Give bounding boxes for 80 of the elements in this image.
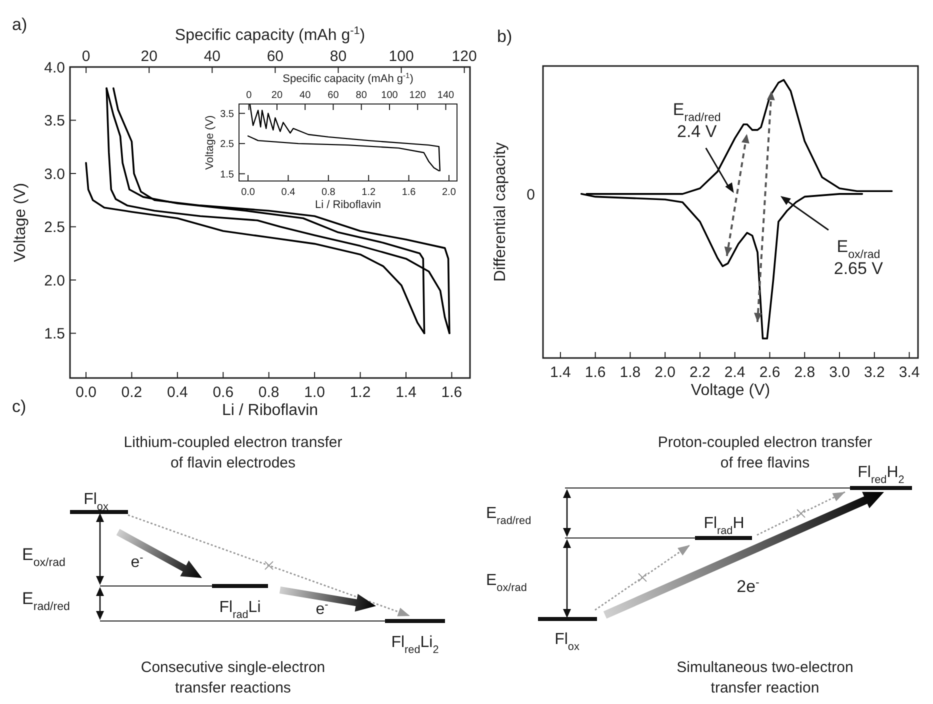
- x-tick-label: 2.8: [794, 364, 816, 381]
- text: e$^{-}$: [316, 599, 329, 618]
- text: Simultaneous two-electron transfer reaction: [676, 659, 854, 696]
- x-tick-label: 1.6: [402, 187, 416, 198]
- x-tick-label: 1.0: [304, 384, 325, 401]
- y-tick-label: 3.5: [220, 108, 234, 120]
- x-tick-label: 0.2: [121, 384, 142, 401]
- x-tick-label: 1.4: [396, 384, 416, 401]
- x2-tick-label: 20: [271, 90, 283, 101]
- x2-tick-label: 100: [388, 48, 414, 65]
- x2-axis-title: Specific capacity (mAh g$^{-1}$): [282, 70, 414, 85]
- x-tick-label: 2.0: [654, 364, 676, 381]
- x2-tick-label: 80: [330, 48, 347, 65]
- x2-tick-label: 60: [328, 90, 340, 101]
- x-axis-title: Voltage (V): [690, 382, 770, 399]
- y-tick-label: 4.0: [44, 59, 65, 76]
- x2-tick-label: 0: [246, 90, 252, 101]
- x-tick-label: 2.6: [759, 364, 780, 381]
- text: 2e$^{-}$: [736, 577, 760, 596]
- y-tick-label: 1.5: [44, 326, 65, 343]
- annotation: E$_{ox/rad}$ 2.65 V: [834, 237, 884, 278]
- x-tick-label: 1.6: [441, 384, 462, 401]
- y-tick-label: 2.5: [44, 219, 65, 236]
- x-tick-label: 0.8: [321, 187, 336, 198]
- x2-tick-label: 0: [82, 48, 90, 65]
- x-tick-label: 0.8: [258, 384, 280, 401]
- text: E$_{ox/rad}$: [22, 545, 66, 569]
- y-tick-label: 3.5: [44, 112, 65, 130]
- x2-axis-title: Specific capacity (mAh g$^{-1}$): [174, 25, 366, 44]
- x2-tick-label: 60: [266, 48, 284, 65]
- x2-tick-label: 40: [204, 48, 221, 65]
- y-axis-title: Differential capacity: [492, 142, 509, 282]
- text: Fl$_{red}$Li$_{2}$: [391, 634, 439, 656]
- x-tick-label: 1.6: [584, 364, 606, 381]
- x2-tick-label: 100: [381, 90, 398, 101]
- text: Fl$_{red}$H$_{2}$: [858, 464, 904, 486]
- text: E$_{rad/red}$: [486, 505, 532, 527]
- text: Fl$_{ox}$: [84, 491, 109, 513]
- x2-tick-label: 20: [140, 48, 158, 65]
- x2-tick-label: 120: [409, 90, 426, 101]
- x-tick-label: 0.0: [76, 384, 96, 401]
- x-axis-title: Li / Riboflavin: [222, 402, 318, 419]
- text: e$^{-}$: [130, 552, 144, 571]
- chart-title: a): [12, 15, 28, 34]
- text: Fl$_{rad}$H: [704, 515, 744, 537]
- y-tick-label: 1.5: [220, 169, 234, 180]
- x2-tick-label: 40: [300, 90, 312, 101]
- x2-tick-label: 80: [356, 90, 368, 101]
- text: 0: [526, 186, 535, 204]
- text: E$_{rad/red}$: [22, 589, 70, 613]
- x-tick-label: 1.2: [362, 187, 376, 198]
- x-tick-label: 3.2: [864, 364, 885, 381]
- text: Lithium-coupled electron transfer of flavin electrodes: [124, 434, 342, 472]
- x-tick-label: 0.4: [281, 187, 296, 198]
- x-tick-label: 0.4: [167, 384, 188, 401]
- x-tick-label: 1.2: [350, 384, 371, 401]
- y-axis-title: Voltage (V): [204, 115, 216, 170]
- x-tick-label: 1.4: [550, 364, 571, 381]
- x-tick-label: 2.2: [690, 364, 710, 381]
- x2-tick-label: 120: [452, 48, 477, 65]
- x-tick-label: 3.0: [829, 364, 850, 381]
- x-tick-label: 0.6: [212, 384, 234, 401]
- y-axis-title: Voltage (V): [12, 182, 29, 262]
- annotation: E$_{rad/red}$ 2.4 V: [672, 100, 721, 142]
- x-tick-label: 0.0: [241, 187, 256, 198]
- x-tick-label: 3.4: [898, 364, 920, 381]
- text: c): [12, 397, 26, 416]
- x2-tick-label: 140: [437, 90, 455, 101]
- text: Consecutive single-electron transfer reactions: [140, 659, 326, 696]
- text: Fl$_{ox}$: [554, 631, 580, 653]
- chart-title: b): [497, 27, 512, 46]
- y-tick-label: 3.0: [44, 166, 65, 183]
- text: E$_{ox/rad}$: [486, 572, 527, 594]
- x-axis-title: Li / Riboflavin: [314, 199, 382, 211]
- x-tick-label: 1.8: [620, 364, 641, 381]
- y-tick-label: 2.5: [220, 139, 234, 150]
- x-tick-label: 2.0: [442, 187, 456, 198]
- text: Fl$_{rad}$Li: [219, 599, 261, 621]
- y-tick-label: 2.0: [44, 272, 65, 290]
- x-tick-label: 2.4: [724, 364, 746, 381]
